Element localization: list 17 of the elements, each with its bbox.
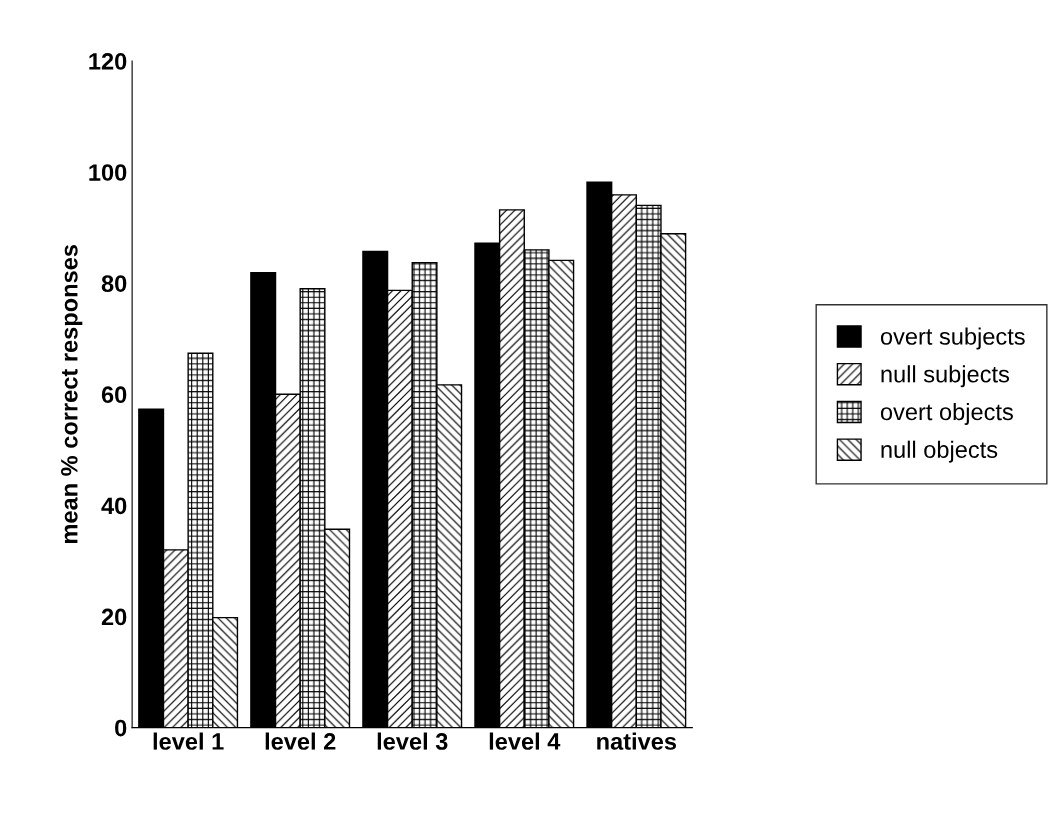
legend-label: overt objects	[880, 402, 1013, 425]
y-tick-label: 0	[115, 719, 127, 737]
y-tick-label: 120	[89, 53, 127, 70]
y-tick-label: 20	[101, 608, 127, 626]
legend-label: null subjects	[881, 365, 1010, 388]
legend-label: null objects	[881, 440, 998, 463]
x-tick-label: level 2	[265, 732, 336, 750]
x-tick-label: level 3	[377, 732, 448, 750]
y-tick-label: 80	[101, 275, 127, 292]
y-tick-label: 40	[101, 497, 127, 515]
legend-label: overt subjects	[880, 327, 1025, 350]
x-tick-label: level 1	[153, 732, 224, 750]
y-tick-label: 100	[89, 164, 127, 181]
y-axis-title: mean % correct responses	[60, 245, 83, 543]
x-tick-label: level 4	[489, 732, 561, 750]
x-tick-label: natives	[597, 732, 677, 750]
y-tick-label: 60	[101, 386, 127, 404]
